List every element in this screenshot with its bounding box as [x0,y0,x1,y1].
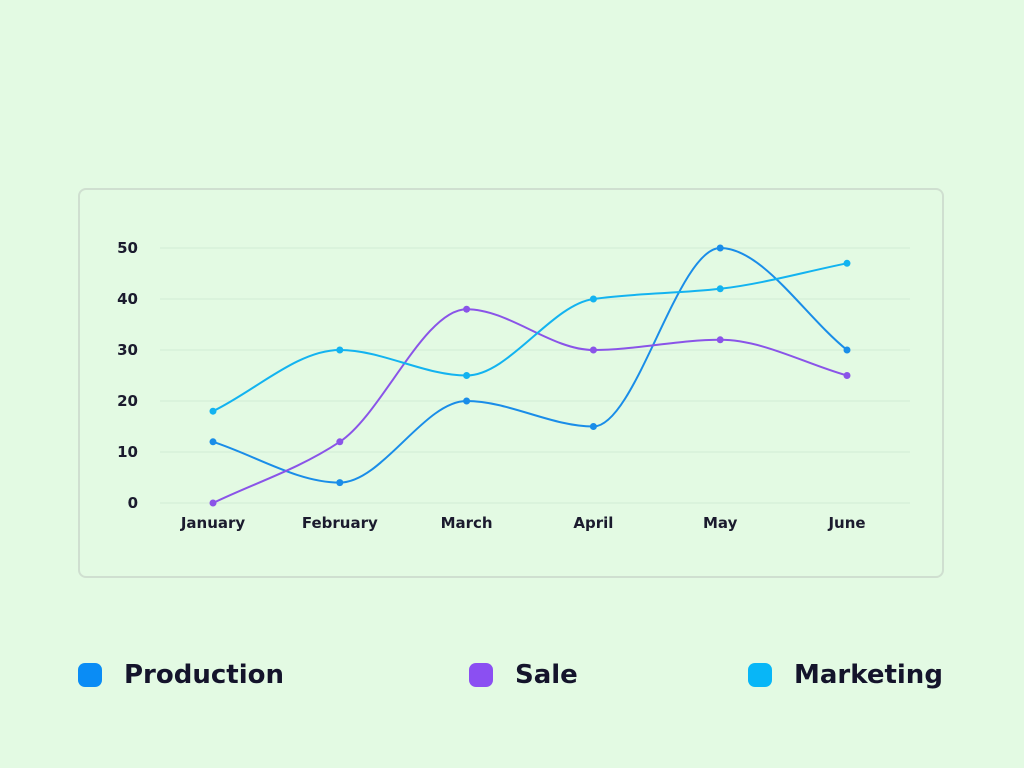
legend-swatch-marketing [748,663,772,687]
y-tick-label: 0 [128,494,138,512]
legend-item-marketing: Marketing [748,658,943,692]
legend-label-sale: Sale [515,660,578,690]
data-point-marketing [209,407,217,415]
y-tick-label: 30 [117,341,138,359]
data-point-production [463,397,471,405]
legend-swatch-production [78,663,102,687]
legend-item-sale: Sale [469,658,578,692]
y-tick-label: 20 [117,392,138,410]
data-point-sale [716,336,724,344]
y-tick-label: 10 [117,443,138,461]
data-point-marketing [716,285,724,293]
x-tick-label: February [302,514,378,532]
data-point-production [336,479,344,487]
legend-item-production: Production [78,658,284,692]
y-tick-label: 40 [117,290,138,308]
chart-card: 0 10 20 30 40 50 January February March April May J… [78,188,944,578]
data-point-marketing [463,372,471,379]
line-chart: 0 10 20 30 40 50 January February March April May J… [117,239,910,532]
x-tick-label: March [441,514,493,532]
data-point-sale [843,372,851,379]
y-tick-label: 50 [117,239,138,257]
data-point-production [209,438,217,446]
data-point-sale [209,499,217,507]
legend-label-production: Production [124,660,284,690]
x-tick-label: May [703,514,738,532]
data-point-marketing [336,346,344,354]
legend-label-marketing: Marketing [794,660,943,690]
series-line-sale [212,308,848,504]
data-point-production [716,244,724,252]
data-point-production [843,346,851,354]
x-tick-label: January [180,514,246,532]
data-point-marketing [589,295,597,303]
data-point-marketing [843,259,851,267]
data-point-sale [336,438,344,446]
data-point-production [589,423,597,430]
x-tick-label: June [827,514,865,532]
x-tick-label: April [573,514,613,532]
data-point-sale [463,305,471,313]
legend-swatch-sale [469,663,493,687]
data-point-sale [589,346,597,354]
series-line-marketing [212,262,848,413]
